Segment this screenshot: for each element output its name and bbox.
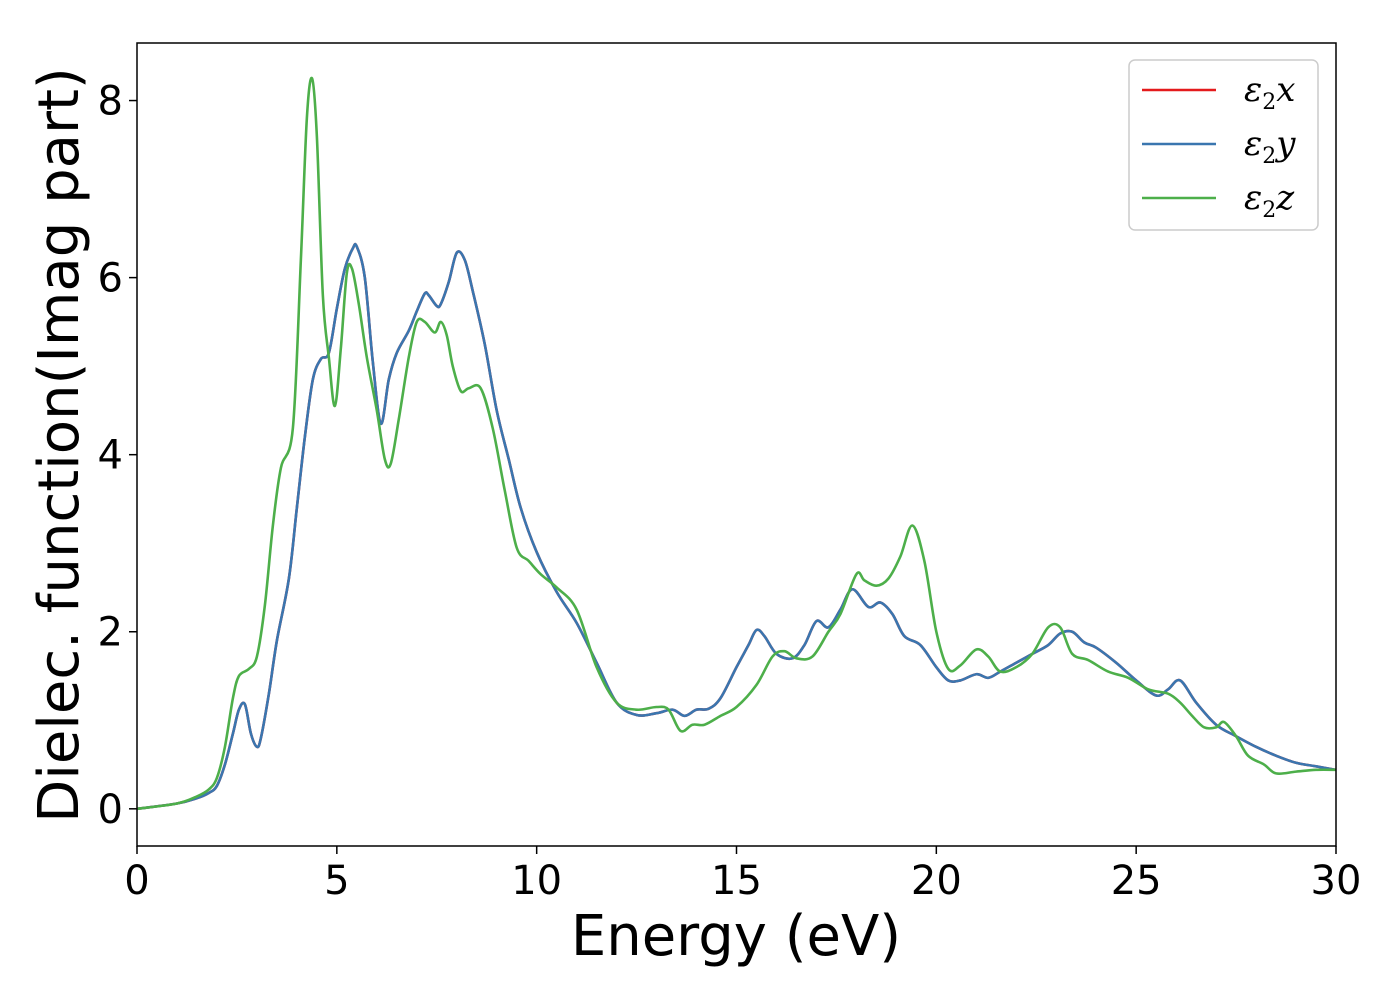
x-tick-label: 10: [511, 858, 562, 904]
legend-entries: ε2x ε2y ε2z: [1142, 70, 1296, 223]
legend-label: ε2y: [1244, 124, 1296, 169]
legend-entry-z: ε2z: [1142, 178, 1295, 223]
ticks-layer: 0 5 10 15 20 25 30 0 2 4 6 8: [98, 79, 1362, 904]
series-layer: [136, 76, 1337, 811]
x-tick-label: 20: [911, 858, 962, 904]
legend-label: ε2x: [1244, 70, 1295, 115]
legend: ε2x ε2y ε2z: [1128, 59, 1319, 231]
x-tick-label: 15: [711, 858, 762, 904]
series-line-z: [136, 76, 1337, 811]
y-tick-label: 2: [98, 610, 123, 656]
x-axis-title: Energy (eV): [571, 904, 901, 969]
series-line-y: [136, 242, 1337, 811]
legend-entry-y: ε2y: [1142, 124, 1296, 169]
legend-entry-x: ε2x: [1142, 70, 1295, 115]
x-tick-label: 5: [324, 858, 349, 904]
y-axis-title: Dielec. function(Imag part): [27, 67, 92, 823]
legend-frame: [1128, 59, 1319, 231]
y-tick-label: 8: [98, 79, 123, 125]
y-tick-label: 6: [98, 256, 123, 302]
x-tick-label: 30: [1311, 858, 1362, 904]
x-tick-label: 25: [1111, 858, 1162, 904]
plot-frame: [136, 42, 1337, 847]
y-tick-label: 4: [98, 433, 123, 479]
y-tick-label: 0: [98, 787, 123, 833]
legend-label: ε2z: [1244, 178, 1295, 223]
x-tick-label: 0: [124, 858, 149, 904]
